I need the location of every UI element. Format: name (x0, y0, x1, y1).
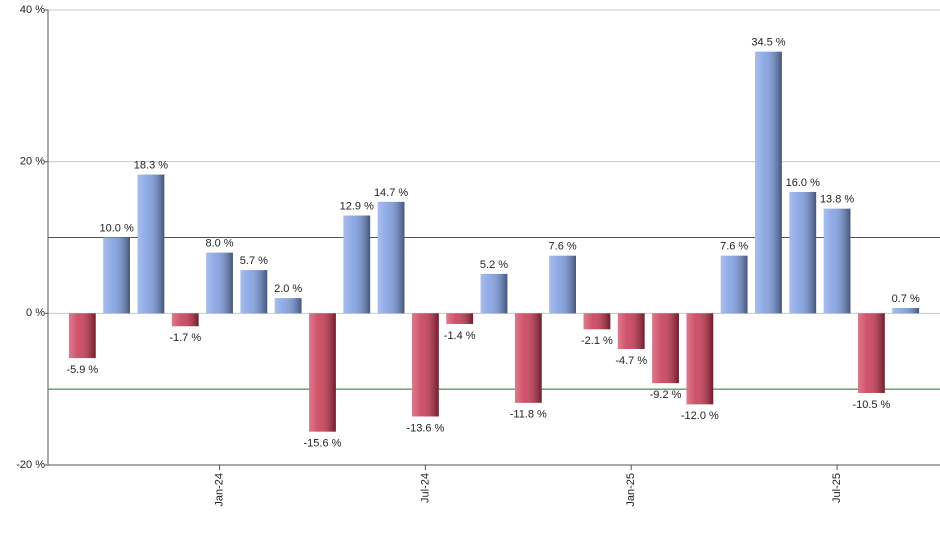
value-label: 7.6 % (720, 241, 748, 253)
bar-shade (309, 313, 336, 432)
value-label: 7.6 % (549, 241, 577, 253)
bar-shade (446, 313, 474, 324)
value-label: 10.0 % (99, 222, 133, 234)
bar-shade (789, 192, 817, 314)
bar-shade (892, 308, 920, 314)
bar-shade (412, 313, 439, 417)
value-label: -13.6 % (406, 422, 444, 434)
value-label: 16.0 % (786, 177, 820, 189)
x-tick-label: Jan-25 (625, 473, 637, 507)
value-label: 5.2 % (480, 259, 508, 271)
bar-shade (617, 313, 645, 349)
value-label: -11.8 % (510, 409, 547, 421)
bar-shade (343, 215, 371, 314)
bar-shade (206, 252, 233, 314)
y-tick-label: 0 % (26, 307, 45, 319)
x-tick-label: Jan-24 (213, 473, 225, 507)
y-tick-label: 20 % (20, 156, 45, 168)
value-label: -1.7 % (169, 332, 201, 344)
bar-shade (240, 270, 268, 314)
bar-shade (549, 255, 576, 314)
bar-shade (823, 208, 851, 314)
value-label: -2.1 % (581, 335, 613, 347)
bar-shade (171, 313, 199, 327)
value-label: -1.4 % (444, 330, 476, 342)
value-label: -10.5 % (852, 399, 890, 411)
value-label: -15.6 % (304, 438, 342, 450)
bar-shade (274, 298, 302, 314)
value-label: -12.0 % (681, 410, 719, 422)
value-label: 8.0 % (205, 238, 233, 250)
value-label: 12.9 % (340, 200, 374, 212)
y-tick-label: -20 % (16, 459, 45, 471)
value-label: 34.5 % (751, 37, 785, 49)
x-tick-label: Jul-25 (831, 473, 843, 503)
value-label: 0.7 % (892, 293, 920, 305)
bar-shade (652, 313, 679, 384)
bar-shade (68, 313, 96, 359)
value-label: 18.3 % (134, 159, 168, 171)
value-label: 5.7 % (240, 255, 268, 267)
value-label: 14.7 % (374, 187, 408, 199)
value-label: 2.0 % (274, 283, 302, 295)
bar-shade (103, 237, 130, 314)
value-label: -4.7 % (615, 355, 647, 367)
value-label: -9.2 % (650, 389, 682, 401)
bar-shade (514, 313, 542, 403)
y-tick-label: 40 % (20, 4, 45, 16)
bar-shade (686, 313, 714, 405)
value-label: 13.8 % (820, 194, 854, 206)
bar-shade (137, 174, 165, 314)
bar-shade (583, 313, 611, 330)
bar-shade (755, 51, 782, 314)
x-tick-label: Jul-24 (419, 473, 431, 503)
value-label: -5.9 % (66, 364, 98, 376)
bar-shade (480, 273, 508, 314)
bar-shade (858, 313, 885, 393)
bar-shade (377, 201, 405, 314)
bar-shade (720, 255, 748, 314)
